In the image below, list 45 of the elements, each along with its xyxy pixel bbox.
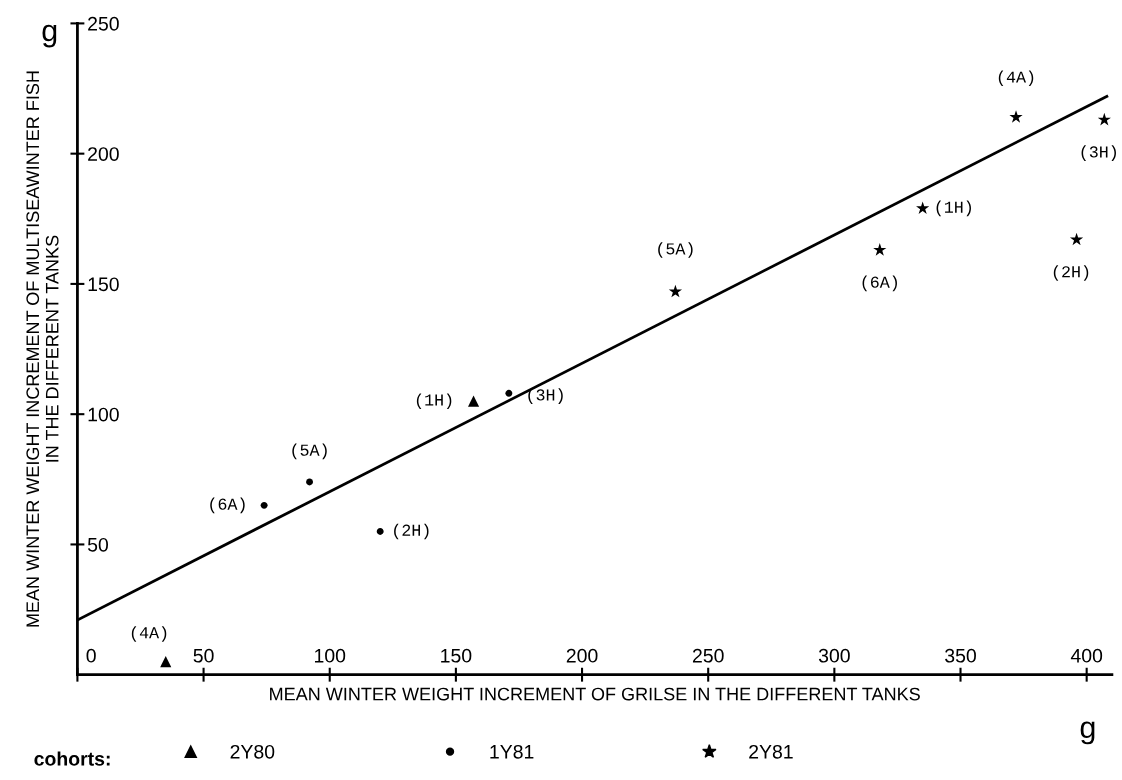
point — [916, 201, 930, 214]
point — [467, 395, 480, 407]
point — [1009, 110, 1023, 123]
text: g — [1080, 721, 1095, 745]
annotation: (1H) — [936, 200, 971, 217]
legend-label: 2Y81 — [749, 744, 793, 759]
annotation: (5A) — [658, 242, 693, 258]
y-tick-label: 100 — [88, 407, 119, 422]
y-tick-label: 200 — [88, 147, 119, 161]
annotation: (5A) — [292, 443, 327, 460]
y-tick-label: 50 — [87, 537, 109, 552]
legend-label: 2Y80 — [230, 744, 275, 759]
legend-label: 1Y81 — [490, 744, 534, 759]
point — [1069, 232, 1084, 246]
annotation: (2H) — [394, 523, 429, 540]
x-axis-title: MEAN WINTER WEIGHT INCREMENT OF GRILSE IN THE DIFFERENT TANKS — [270, 687, 920, 701]
annotation: (4A) — [998, 70, 1034, 87]
point — [668, 284, 682, 298]
x-tick-label: 100 — [314, 648, 346, 663]
y-tick-label: 150 — [88, 277, 119, 292]
x-tick-label: 50 — [193, 648, 214, 663]
x-tick-label: 200 — [566, 648, 598, 663]
text: g — [42, 24, 57, 48]
annotation: (2H) — [1053, 265, 1089, 281]
annotation: (1H) — [416, 393, 452, 409]
x-tick-label: 150 — [441, 648, 472, 663]
x-tick-label: 300 — [818, 648, 850, 663]
annotation: (6A) — [210, 497, 245, 514]
annotation: (3H) — [528, 388, 563, 404]
legend-title: cohorts: — [34, 751, 110, 766]
x-tick-label: 250 — [692, 648, 724, 663]
point — [260, 501, 268, 509]
y-tick-label: 250 — [88, 16, 119, 31]
point — [505, 389, 513, 397]
annotation: (6A) — [862, 275, 897, 292]
x-tick-label: 400 — [1070, 648, 1103, 663]
point — [376, 527, 384, 535]
y-axis-title: MEAN WINTER WEIGHT INCREMENT OF MULTISEAWINTER FISH IN THE DIFFERENT TANKS — [26, 71, 59, 627]
x-tick-label: 350 — [945, 648, 976, 663]
x-tick-label: 0 — [86, 648, 96, 663]
annotation: (4A) — [131, 626, 167, 642]
point — [306, 478, 314, 486]
point — [1097, 112, 1111, 126]
point — [873, 243, 887, 256]
annotation: (3H) — [1081, 145, 1116, 161]
